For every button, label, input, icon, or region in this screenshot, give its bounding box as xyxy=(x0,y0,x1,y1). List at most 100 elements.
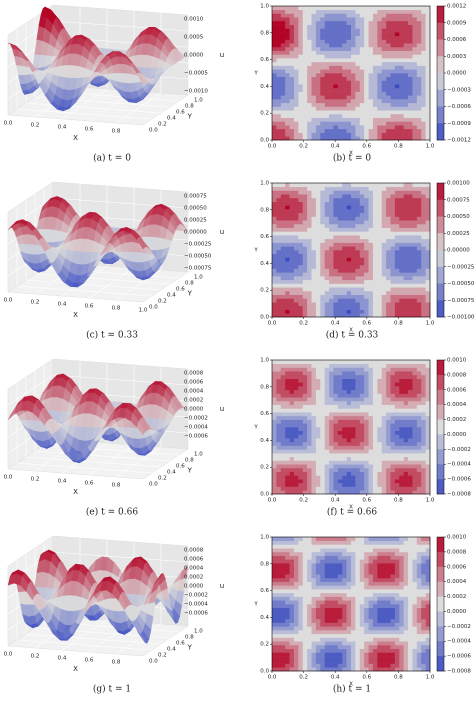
contour-cell xyxy=(351,125,356,130)
contour-cell xyxy=(425,13,431,18)
contour-cell xyxy=(289,257,295,262)
contour-cell xyxy=(337,61,343,66)
contour-cell xyxy=(298,91,304,96)
contour-cell xyxy=(311,76,317,81)
contour-cell xyxy=(320,242,325,247)
contour-cell xyxy=(390,183,396,188)
contour-cell xyxy=(386,197,391,202)
contour-cell xyxy=(320,302,325,307)
contour-cell xyxy=(298,102,304,107)
contour-cell xyxy=(381,13,387,18)
contour-cell xyxy=(276,24,282,29)
contour-cell xyxy=(285,9,290,14)
contour-cell xyxy=(346,305,352,310)
contour-cell xyxy=(421,250,426,255)
contour-cell xyxy=(386,84,391,89)
contour-cell xyxy=(372,194,378,199)
contour-cell xyxy=(280,257,286,262)
y-tick-label: 0.8 xyxy=(185,458,194,464)
contour-cell xyxy=(381,305,387,310)
contour-cell xyxy=(408,91,413,96)
contour-cell xyxy=(377,427,383,432)
contour-cell xyxy=(421,486,426,491)
colorbar-band xyxy=(437,250,444,268)
contour-cell xyxy=(311,183,317,188)
y-tick-label: 0.6 xyxy=(176,110,185,116)
contour-cell xyxy=(416,39,422,44)
contour-cell xyxy=(390,460,396,465)
contour-cell xyxy=(377,220,383,225)
contour-cell xyxy=(359,209,365,214)
contour-cell xyxy=(342,186,347,191)
contour-cell xyxy=(351,209,356,214)
contour-cell xyxy=(359,113,365,118)
contour-cell xyxy=(311,449,317,454)
contour-cell xyxy=(337,183,343,188)
y-tick-label: 0.2 xyxy=(158,476,167,482)
contour-cell xyxy=(298,24,304,29)
contour-cell xyxy=(386,438,391,443)
contour-cell xyxy=(329,121,334,126)
contour-cell xyxy=(307,276,312,281)
contour-cell xyxy=(324,84,330,89)
contour-cell xyxy=(416,305,422,310)
contour-cell xyxy=(412,17,418,22)
contour-cell xyxy=(394,423,400,428)
contour-cell xyxy=(364,110,369,115)
contour-cell xyxy=(412,54,418,59)
contour-cell xyxy=(280,194,286,199)
contour-cell xyxy=(315,482,321,487)
contour-cell xyxy=(307,20,312,25)
x-tick-label: 0.2 xyxy=(31,123,40,129)
contour-cell xyxy=(342,121,347,126)
contour-cell xyxy=(364,32,369,37)
contour-cell xyxy=(285,467,290,472)
contour-cell xyxy=(298,445,304,450)
contour-cell xyxy=(289,216,295,221)
contour-cell xyxy=(377,268,383,273)
contour-cell xyxy=(355,205,361,210)
contour-cell xyxy=(386,50,391,55)
contour-cell xyxy=(342,482,347,487)
contour-cell xyxy=(315,272,321,277)
contour-cell xyxy=(302,464,308,469)
contour-cell xyxy=(412,102,418,107)
contour-cell xyxy=(272,430,277,435)
contour-cell xyxy=(412,479,418,484)
contour-cell xyxy=(320,80,325,85)
contour-cell xyxy=(355,99,361,104)
contour-cell xyxy=(377,190,383,195)
contour-cell xyxy=(394,438,400,443)
contour-cell xyxy=(351,128,356,133)
contour-cell xyxy=(324,231,330,236)
contour-cell xyxy=(289,449,295,454)
contour-cell xyxy=(276,65,282,70)
contour-cell xyxy=(416,438,422,443)
contour-cell xyxy=(298,475,304,480)
contour-cell xyxy=(364,445,369,450)
contour-cell xyxy=(368,209,374,214)
contour-cell xyxy=(293,209,299,214)
contour-cell xyxy=(408,475,413,480)
z-tick-label: 0.0000 xyxy=(184,407,204,413)
contour-cell xyxy=(346,464,352,469)
contour-cell xyxy=(324,453,330,458)
contour-cell xyxy=(355,17,361,22)
contour-cell xyxy=(372,445,378,450)
contour-cell xyxy=(320,50,325,55)
contour-cell xyxy=(346,220,352,225)
contour-cell xyxy=(408,430,413,435)
contour-cell xyxy=(355,13,361,18)
contour-cell xyxy=(272,209,277,214)
contour-cell xyxy=(329,242,334,247)
contour-cell xyxy=(351,419,356,424)
contour-cell xyxy=(381,438,387,443)
contour-cell xyxy=(276,423,282,428)
contour-cell xyxy=(408,84,413,89)
contour-cell xyxy=(311,471,317,476)
contour-cell xyxy=(399,279,404,284)
contour-cell xyxy=(408,441,413,446)
y-tick-label: 0.8 xyxy=(185,104,194,110)
colorbar-tick-label: 0.0012 xyxy=(447,4,466,10)
contour-cell xyxy=(289,43,295,48)
